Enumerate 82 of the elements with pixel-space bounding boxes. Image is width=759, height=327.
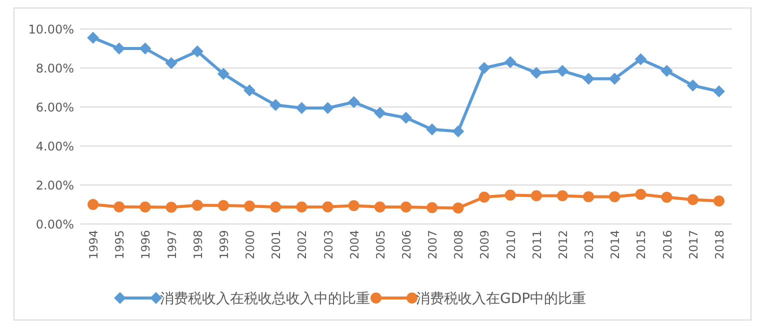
point [400, 202, 412, 213]
point [608, 72, 621, 85]
x-tick-label: 2002 [295, 230, 310, 260]
point [634, 53, 647, 66]
point [583, 191, 594, 202]
x-tick-label: 2015 [634, 230, 648, 260]
point [322, 102, 334, 114]
point [400, 112, 412, 124]
point [661, 192, 672, 203]
point [504, 190, 516, 201]
point [139, 42, 152, 54]
point [218, 200, 229, 211]
x-tick-label: 2016 [660, 230, 674, 260]
x-tick-label: 1999 [216, 230, 231, 260]
point [87, 32, 100, 44]
point [556, 190, 568, 202]
point [712, 85, 725, 98]
x-tick-label: 2012 [556, 230, 570, 260]
x-tick-label: 2000 [243, 230, 258, 260]
x-tick-label: 1994 [86, 230, 101, 260]
y-tick-label: 8.00% [36, 62, 74, 76]
point [478, 62, 490, 74]
x-tick-label: 2018 [712, 230, 726, 260]
point [452, 202, 464, 214]
point [244, 84, 256, 96]
point [140, 202, 151, 213]
x-tick-label: 2013 [582, 230, 596, 260]
x-tick-label: 1995 [112, 230, 127, 260]
point [556, 64, 568, 77]
point [426, 123, 438, 136]
point [582, 72, 595, 85]
point [530, 190, 542, 202]
x-tick-label: 2011 [530, 230, 544, 260]
point [686, 80, 699, 92]
point [191, 45, 204, 58]
point [165, 57, 178, 70]
x-tick-label: 2006 [400, 230, 414, 260]
point [660, 64, 673, 77]
point [348, 200, 360, 212]
point [504, 56, 516, 68]
x-tick-label: 2008 [452, 230, 466, 260]
y-tick-label: 4.00% [36, 140, 74, 154]
x-tick-label: 2009 [478, 230, 492, 260]
y-tick-label: 0.00% [36, 218, 74, 232]
x-tick-label: 1997 [164, 230, 179, 260]
point [374, 202, 386, 213]
point [348, 96, 360, 108]
point [296, 202, 308, 213]
x-tick-label: 2004 [347, 230, 362, 260]
point [88, 199, 99, 210]
x-tick-label: 2005 [373, 230, 388, 260]
point [635, 188, 646, 200]
x-tick-label: 2014 [608, 230, 622, 260]
point [244, 200, 256, 212]
point [713, 195, 724, 206]
point [530, 66, 542, 79]
point [609, 191, 620, 202]
point [270, 202, 282, 213]
point [322, 201, 334, 212]
y-tick-label: 6.00% [36, 100, 74, 114]
legend-label: 消费税收入在GDP中的比重 [416, 291, 586, 307]
x-tick-label: 1998 [190, 230, 205, 260]
point [166, 202, 177, 213]
point [374, 106, 386, 119]
point [270, 99, 282, 112]
point [114, 201, 125, 212]
point [296, 102, 308, 114]
point [217, 68, 230, 80]
x-tick-label: 2007 [426, 230, 440, 260]
point [426, 202, 438, 214]
point [478, 192, 490, 203]
point [687, 194, 698, 206]
legend-label: 消费税收入在税收总收入中的比重 [160, 291, 370, 307]
x-tick-label: 2017 [686, 230, 700, 260]
point [192, 200, 203, 211]
y-tick-label: 2.00% [36, 178, 74, 192]
x-tick-label: 2001 [269, 230, 284, 260]
y-tick-label: 10.00% [28, 22, 74, 36]
x-tick-label: 2003 [321, 230, 336, 260]
point [452, 125, 464, 138]
x-tick-label: 2010 [504, 230, 518, 260]
x-tick-label: 1996 [138, 230, 153, 260]
